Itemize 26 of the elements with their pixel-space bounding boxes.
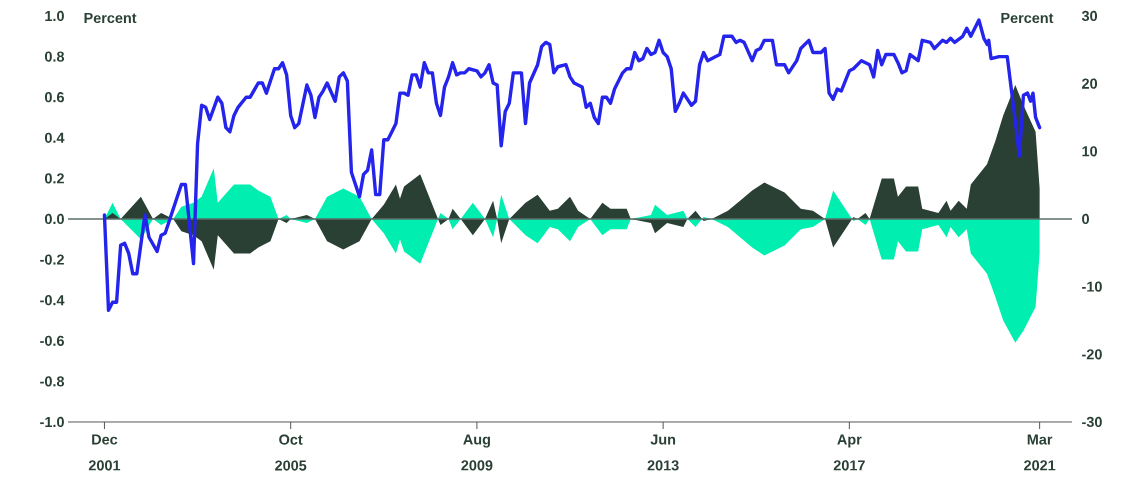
y-tick-label: -0.8 bbox=[40, 376, 65, 387]
y-tick-label: 0.0 bbox=[44, 213, 64, 225]
y-tick-label: -0.4 bbox=[40, 295, 65, 306]
y2-tick-label: -10 bbox=[1082, 281, 1102, 292]
y-axis-title: Percent bbox=[84, 12, 137, 24]
y-tick-label: -1.0 bbox=[40, 416, 64, 428]
y2-tick-label: 0 bbox=[1082, 213, 1089, 225]
y-tick-label: 1.0 bbox=[45, 10, 64, 22]
y2-tick-label: -20 bbox=[1082, 349, 1102, 360]
y2-tick-label: -30 bbox=[1082, 416, 1102, 428]
x-tick-label: Oct 2005 bbox=[275, 434, 307, 471]
x-tick-label: Apr 2017 bbox=[833, 434, 865, 471]
x-tick-label: Mar 2021 bbox=[1024, 434, 1056, 471]
y2-tick-label: 20 bbox=[1082, 78, 1098, 89]
x-tick-label: Aug 2009 bbox=[461, 434, 493, 471]
y2-tick-label: 10 bbox=[1082, 146, 1098, 157]
y2-axis-title: Percent bbox=[1001, 12, 1054, 24]
y-tick-label: 0.6 bbox=[44, 92, 64, 103]
y-tick-label: 0.8 bbox=[44, 51, 65, 62]
x-tick-label: Jun 2013 bbox=[647, 434, 679, 471]
y-tick-label: -0.6 bbox=[40, 335, 64, 346]
y-tick-label: -0.2 bbox=[40, 254, 64, 265]
y-tick-label: 0.2 bbox=[44, 173, 64, 184]
y2-tick-label: 30 bbox=[1081, 10, 1098, 22]
y-tick-label: 0.4 bbox=[44, 132, 65, 143]
x-tick-label: Dec 2001 bbox=[88, 434, 121, 471]
